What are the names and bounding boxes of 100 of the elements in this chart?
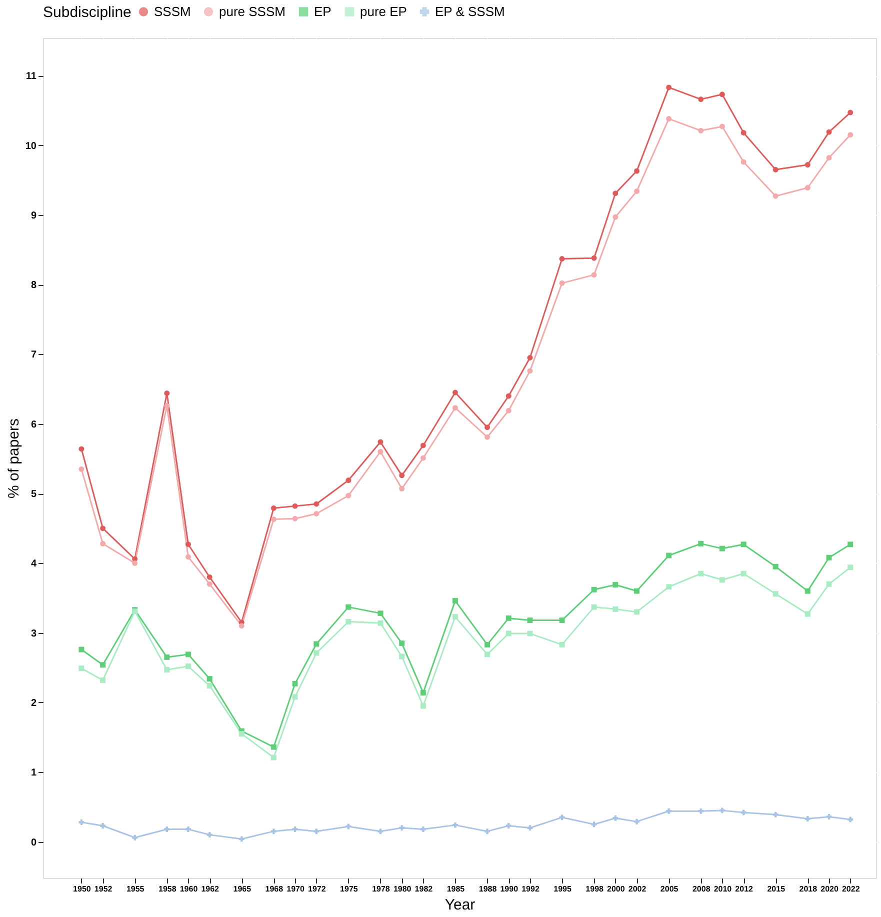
x-tick-label: 2018: [799, 884, 818, 894]
point: [346, 824, 352, 830]
point: [634, 168, 640, 174]
point: [164, 826, 170, 832]
x-tick-label: 1965: [233, 884, 252, 894]
point: [78, 820, 84, 826]
point: [100, 677, 106, 683]
point: [314, 641, 320, 647]
point: [378, 620, 384, 626]
point: [100, 526, 106, 532]
point: [804, 816, 810, 822]
x-tick-label: 1975: [340, 884, 358, 894]
point: [292, 680, 298, 686]
y-tick-label: 10: [25, 140, 37, 152]
y-tick-label: 6: [30, 419, 37, 430]
point: [848, 564, 854, 570]
legend-title: Subdiscipline: [43, 4, 132, 21]
y-tick-label: 0: [30, 837, 37, 848]
x-tick-label: 1988: [478, 884, 498, 894]
point: [238, 731, 244, 737]
point: [634, 609, 640, 615]
point: [719, 124, 725, 130]
point: [270, 516, 276, 522]
point: [186, 664, 191, 669]
point: [698, 128, 704, 134]
point: [804, 588, 810, 594]
point: [634, 588, 640, 594]
point: [399, 640, 405, 646]
point: [666, 116, 672, 122]
point: [314, 828, 320, 834]
point: [164, 390, 170, 396]
point: [559, 618, 565, 624]
point: [206, 683, 212, 688]
point: [164, 667, 170, 672]
x-tick-label: 1972: [308, 884, 326, 894]
point: [559, 256, 565, 262]
point: [506, 823, 512, 828]
point: [100, 540, 106, 546]
x-axis-title: Year: [444, 896, 476, 914]
point: [612, 815, 618, 821]
point: [506, 630, 512, 636]
point: [399, 472, 405, 478]
point: [719, 546, 725, 552]
point: [452, 405, 458, 411]
x-tick-label: 2005: [660, 884, 679, 894]
y-tick-label: 3: [30, 628, 37, 640]
point: [314, 501, 320, 507]
point: [666, 84, 672, 90]
x-tick-label: 1970: [286, 884, 305, 894]
point: [740, 159, 746, 165]
point: [612, 606, 618, 612]
x-tick-label: 1985: [446, 884, 466, 894]
x-tick-label: 2010: [714, 884, 732, 894]
y-tick-label: 11: [26, 71, 37, 82]
point: [420, 826, 426, 832]
point: [740, 570, 746, 576]
x-tick-label: 1990: [500, 884, 519, 894]
point: [719, 577, 725, 583]
y-axis-title: % of papers: [5, 418, 22, 499]
point: [420, 442, 426, 448]
point: [100, 823, 106, 828]
point: [772, 193, 778, 199]
point: [378, 828, 384, 834]
point: [772, 564, 778, 570]
point: [206, 581, 212, 587]
point: [666, 808, 672, 814]
x-tick-label: 2000: [607, 884, 626, 894]
point: [132, 560, 138, 566]
point: [78, 446, 84, 452]
point: [399, 654, 405, 660]
point: [804, 611, 810, 617]
legend-label: SSSM: [154, 4, 191, 19]
point: [612, 190, 618, 196]
point: [772, 591, 778, 597]
point: [346, 618, 352, 624]
point: [506, 615, 512, 621]
point: [634, 188, 640, 194]
x-tick-label: 1962: [201, 884, 220, 894]
point: [484, 434, 490, 440]
x-tick-label: 1952: [94, 884, 113, 894]
point: [78, 666, 84, 672]
point: [527, 825, 533, 831]
point: [591, 255, 597, 261]
point: [826, 814, 832, 820]
point: [164, 654, 170, 660]
point: [848, 132, 854, 138]
x-tick-label: 2008: [692, 884, 711, 894]
point: [559, 280, 565, 286]
point: [826, 581, 832, 587]
x-tick-label: 1968: [265, 884, 284, 894]
y-tick-label: 5: [30, 489, 37, 500]
point: [206, 832, 212, 838]
point: [378, 449, 384, 454]
point: [270, 744, 276, 750]
point: [719, 92, 725, 98]
point: [484, 642, 490, 648]
x-tick-label: 1978: [372, 884, 390, 894]
point: [484, 652, 490, 658]
point: [346, 604, 352, 610]
x-tick-label: 2012: [735, 884, 754, 894]
